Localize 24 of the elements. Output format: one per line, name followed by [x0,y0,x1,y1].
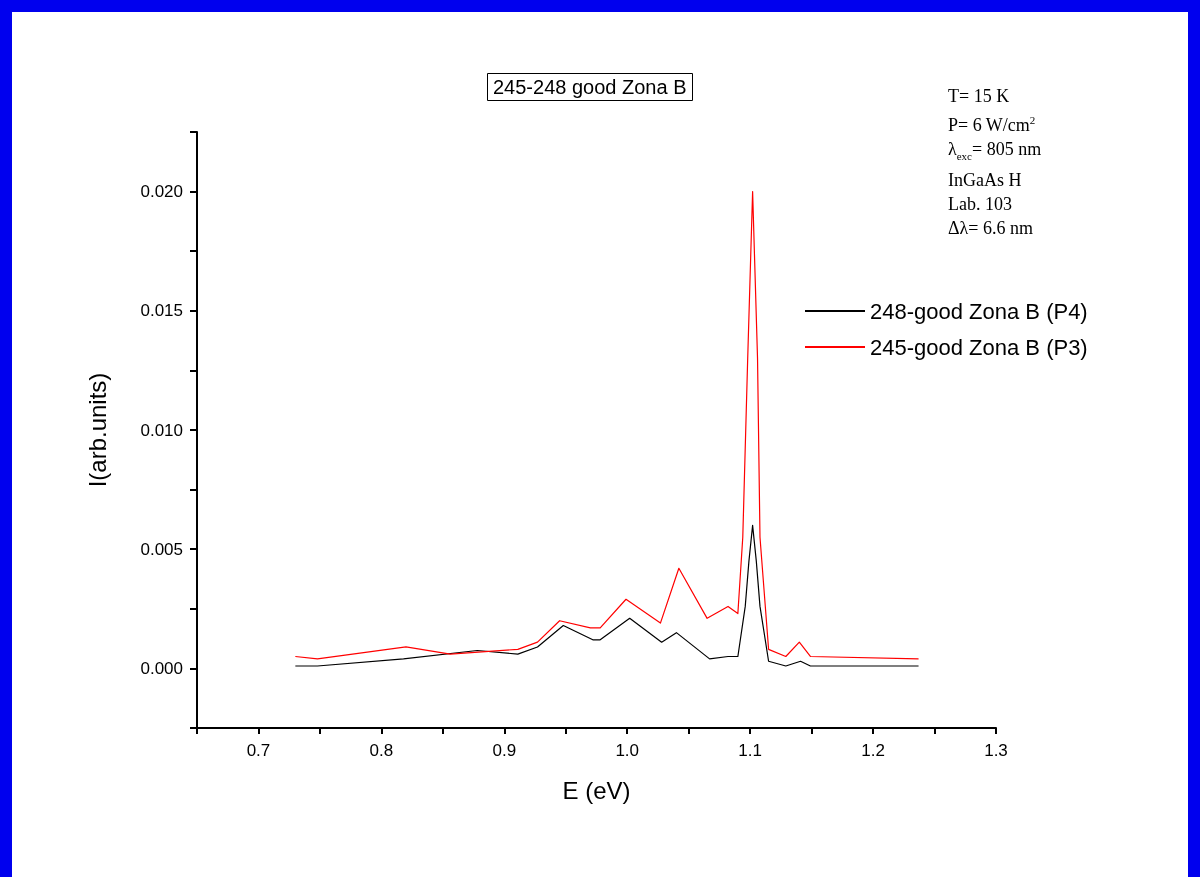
y-tick-label: 0.005 [140,539,183,559]
y-tick-label: 0.015 [140,301,183,321]
annotation: Δλ= 6.6 nm [948,216,1034,240]
y-tick-label: 0.020 [140,182,183,202]
chart-title: 245-248 good Zona B [493,76,687,98]
x-tick-label: 1.2 [861,741,885,760]
y-tick-label: 0.010 [140,420,183,440]
text: T= 15 K [948,85,1011,108]
x-tick-label: 1.0 [615,741,640,760]
x-tick-label: 0.9 [492,741,517,760]
x-tick-label: 0.8 [369,741,394,760]
line-series [294,524,920,667]
annotation: InGaAs H [948,168,1023,192]
legend-label: 248-good Zona B (P4) [870,298,1088,324]
legend-label: 245-good Zona B (P3) [870,334,1088,360]
x-axis-title: E (eV) [562,776,631,804]
annotation: P= 6 W/cm$^{2}$ [948,113,1037,137]
x-tick-label: 0.7 [246,741,271,760]
annotation: λ$_{exc}$= 805 nm [948,138,1042,164]
x-tick-label: 1.3 [984,741,1008,760]
y-axis-title: I(arb.units) [83,372,111,488]
x-tick-label: 1.1 [738,741,762,760]
annotation: Lab. 103 [948,192,1013,216]
y-tick-label: 0.000 [140,658,183,678]
